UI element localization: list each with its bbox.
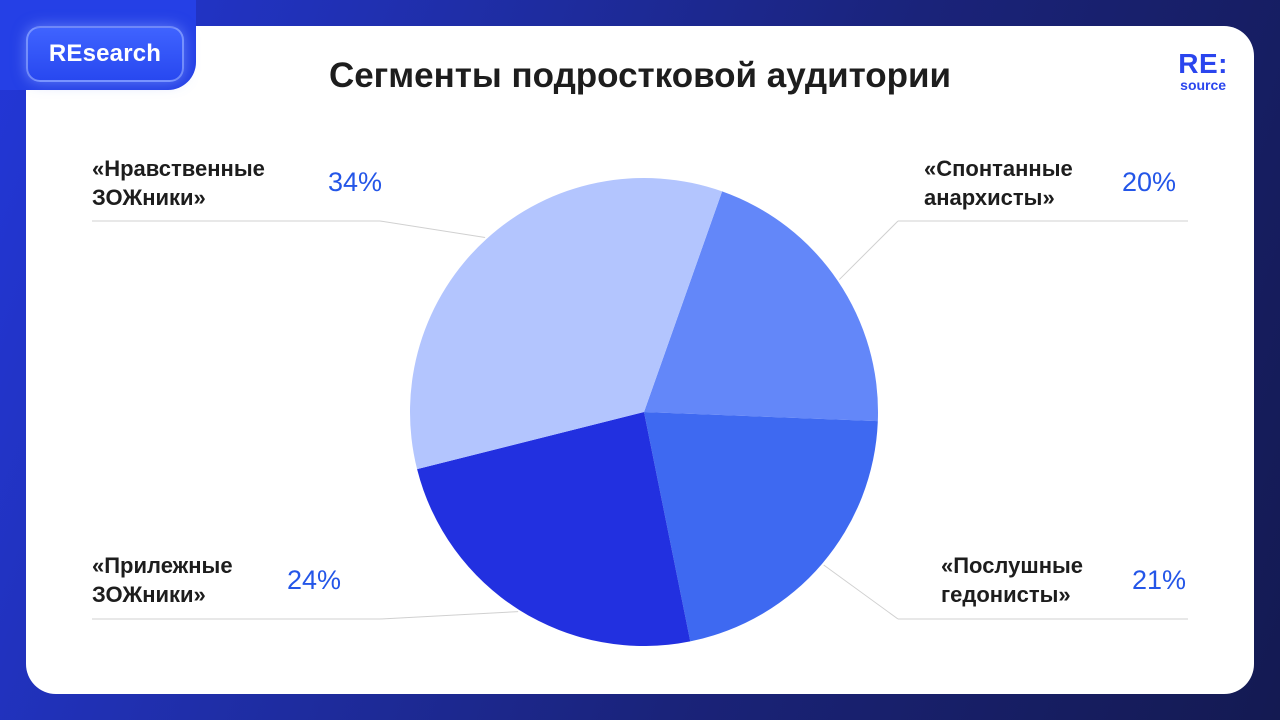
- slice-value-moral-zozhniki: 34%: [328, 167, 383, 197]
- slice-value-obedient-hedonists: 21%: [1132, 565, 1187, 595]
- leader-line-diligent-zozhniki: [379, 611, 519, 620]
- logo-sub: source: [1180, 77, 1227, 93]
- pie-slice-obedient-hedonists: [644, 412, 878, 642]
- leader-line-moral-zozhniki: [379, 220, 486, 238]
- resource-logo: RE: source: [1178, 48, 1228, 93]
- slice-label-diligent-zozhniki: «Прилежные ЗОЖники»: [92, 553, 233, 607]
- research-badge[interactable]: REsearch: [26, 26, 184, 82]
- slice-label-moral-zozhniki: «Нравственные ЗОЖники»: [92, 156, 265, 210]
- slice-value-diligent-zozhniki: 24%: [287, 565, 342, 595]
- slice-value-spontaneous-anarchists: 20%: [1122, 167, 1177, 197]
- logo-main: RE:: [1178, 48, 1228, 79]
- leader-line-obedient-hedonists: [823, 564, 899, 620]
- pie-slice-spontaneous-anarchists: [644, 191, 878, 422]
- page-title: Сегменты подростковой аудитории: [328, 56, 952, 95]
- slice-label-spontaneous-anarchists: «Спонтанные анархисты»: [924, 156, 1073, 210]
- slice-label-obedient-hedonists: «Послушные гедонисты»: [941, 553, 1084, 607]
- pie-slice-diligent-zozhniki: [417, 412, 691, 646]
- leader-line-spontaneous-anarchists: [838, 220, 899, 280]
- pie-slice-moral-zozhniki: [410, 178, 723, 470]
